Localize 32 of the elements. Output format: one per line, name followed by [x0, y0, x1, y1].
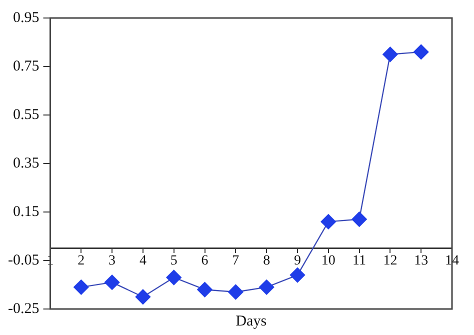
point — [166, 270, 182, 286]
y-tick-label: 0.75 — [12, 58, 40, 74]
x-tick-label: 12 — [383, 253, 398, 268]
point — [74, 280, 89, 295]
point — [228, 284, 244, 300]
point — [290, 267, 306, 283]
x-tick-label: 3 — [108, 253, 116, 268]
x-tick-label: 8 — [263, 253, 270, 268]
x-tick-label: 4 — [139, 253, 146, 268]
point — [413, 44, 429, 60]
x-tick-label: 13 — [414, 253, 428, 268]
y-tick-label: 0.15 — [12, 204, 40, 220]
y-tick-label: -0.25 — [8, 300, 40, 317]
y-tick-label: 0.95 — [12, 10, 40, 26]
x-tick-label: 10 — [321, 253, 336, 268]
point — [352, 212, 367, 227]
x-tick-label: 5 — [170, 253, 178, 268]
x-tick-label: 9 — [294, 253, 301, 268]
point — [197, 282, 212, 298]
y-tick-label: -0.05 — [8, 252, 40, 268]
x-axis-title: Days — [236, 313, 267, 330]
x-tick-label: 6 — [201, 253, 208, 268]
point — [258, 280, 274, 295]
point — [135, 289, 151, 304]
point — [104, 274, 120, 290]
point — [320, 214, 336, 230]
x-tick-label: 7 — [232, 253, 240, 268]
x-tick-label: 2 — [78, 253, 85, 268]
y-tick-label: 0.35 — [12, 155, 40, 172]
point — [382, 46, 398, 62]
y-tick-label: 0.55 — [12, 106, 40, 123]
x-tick-label: 11 — [352, 253, 366, 268]
